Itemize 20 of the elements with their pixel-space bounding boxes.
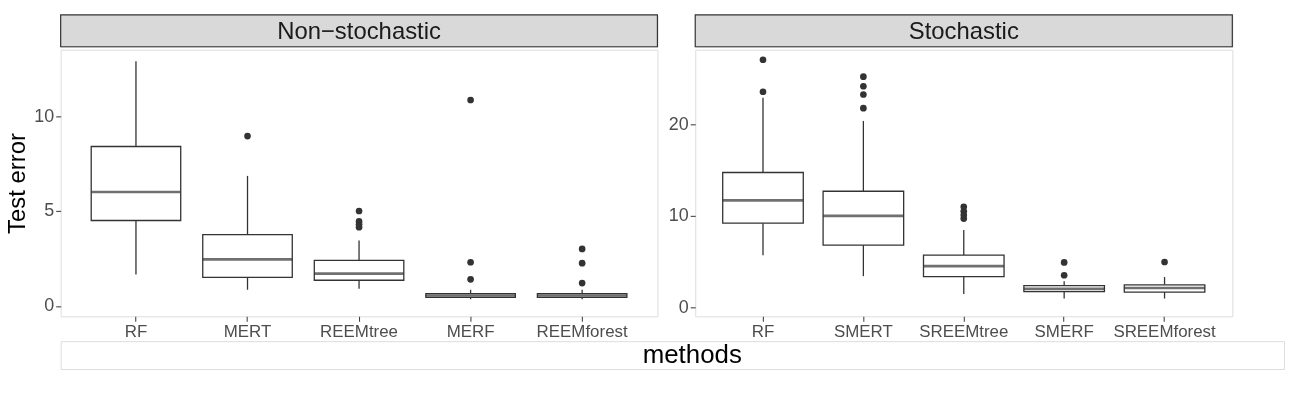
x-axis-title: methods (642, 340, 742, 369)
chart-title: Stochastic (908, 16, 1019, 44)
x-tick-label: REEMforest (536, 321, 628, 341)
x-tick-label: MERT (223, 321, 272, 341)
y-tick-label: 0 (678, 296, 689, 317)
chart-title: Non−stochastic (277, 16, 442, 44)
x-tick-label: SMERT (833, 321, 893, 341)
y-tick-label: 20 (668, 114, 689, 135)
x-tick-label: RF (751, 321, 775, 341)
y-tick-label: 0 (44, 295, 55, 316)
y-tick-label: 10 (668, 205, 689, 226)
y-tick-label: 5 (44, 200, 55, 221)
x-tick-label: RF (124, 321, 148, 341)
y-tick-label: 10 (34, 105, 55, 126)
x-tick-label: REEMtree (320, 321, 398, 341)
x-tick-label: SMERF (1034, 321, 1094, 341)
y-axis-title: Test error (3, 133, 31, 234)
x-tick-label: MERF (446, 321, 495, 341)
x-tick-label: SREEMtree (919, 321, 1009, 341)
x-tick-label: SREEMforest (1113, 321, 1217, 341)
